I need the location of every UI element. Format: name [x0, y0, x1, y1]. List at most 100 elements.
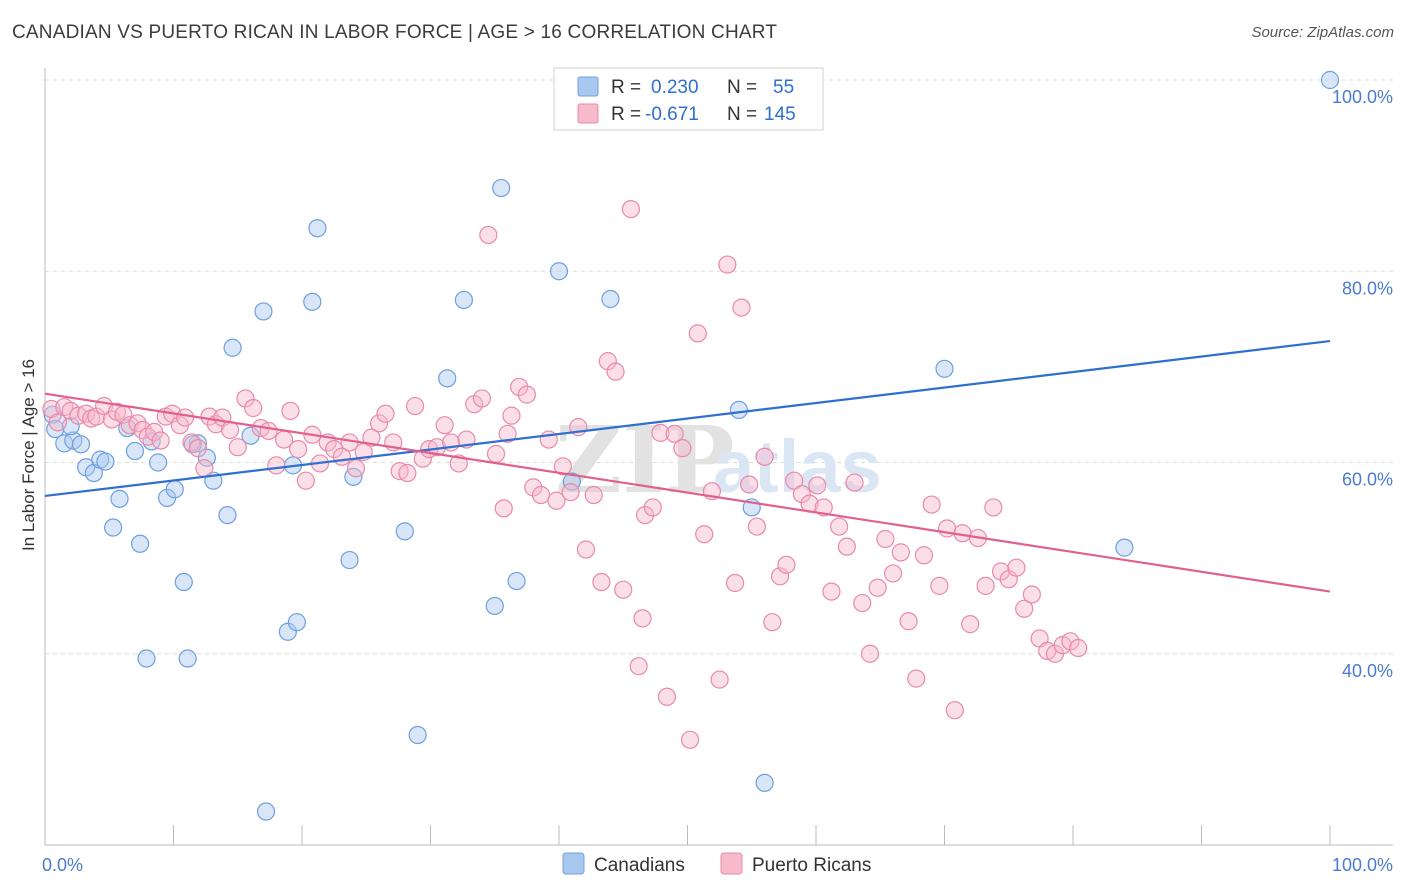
series-label-puerto-ricans: Puerto Ricans	[752, 855, 871, 876]
puerto-ricans-point	[325, 440, 344, 459]
canadians-point	[125, 441, 145, 461]
puerto-ricans-point	[680, 730, 700, 749]
y-tick-label: 100.0%	[1332, 87, 1393, 107]
puerto-ricans-point	[494, 499, 513, 518]
puerto-ricans-point	[725, 573, 745, 593]
puerto-ricans-point	[876, 529, 895, 549]
canadians-point	[303, 292, 322, 311]
legend-n-label: N =	[727, 77, 757, 98]
puerto-ricans-point	[267, 456, 286, 475]
puerto-ricans-point	[151, 431, 170, 450]
canadians-point	[174, 572, 193, 592]
grid-lines	[45, 79, 1393, 655]
puerto-ricans-point	[991, 562, 1011, 581]
canadians-point	[96, 452, 115, 471]
y-tick-label: 60.0%	[1342, 470, 1393, 490]
canadians-point	[241, 426, 260, 445]
canadians-point	[729, 400, 749, 420]
puerto-ricans-point	[785, 471, 804, 490]
puerto-ricans-point	[48, 413, 67, 432]
x-tick-label: 100.0%	[1332, 855, 1393, 875]
series-label-canadians: Canadians	[594, 855, 685, 876]
puerto-ricans-point	[606, 362, 625, 381]
puerto-ricans-point	[449, 454, 468, 473]
puerto-ricans-point	[976, 576, 995, 595]
puerto-ricans-point	[777, 555, 796, 574]
canadians-point	[254, 302, 273, 321]
canadians-point	[118, 418, 137, 438]
watermark-atlas: atlas	[713, 425, 882, 508]
puerto-ricans-point	[830, 517, 849, 536]
puerto-ricans-point	[822, 582, 841, 601]
puerto-ricans-point	[398, 463, 417, 483]
canadians-point	[148, 453, 168, 472]
canadians-point	[340, 550, 359, 570]
puerto-ricans-point	[228, 438, 247, 457]
puerto-ricans-point	[195, 459, 214, 478]
puerto-ricans-point	[665, 424, 684, 443]
puerto-ricans-point	[922, 495, 941, 514]
series-legend: Canadians Puerto Ricans	[562, 852, 871, 876]
puerto-ricans-point	[584, 485, 603, 505]
puerto-ricans-point	[770, 567, 790, 586]
puerto-ricans-point	[657, 687, 677, 706]
canadians-point	[178, 649, 197, 668]
puerto-ricans-point	[1007, 558, 1026, 577]
puerto-ricans-point	[1022, 585, 1041, 604]
puerto-ricans-point	[808, 476, 827, 495]
legend-n-value-puerto-ricans: 145	[764, 104, 796, 125]
puerto-ricans-point	[486, 444, 506, 463]
puerto-ricans-point	[635, 505, 655, 525]
puerto-ricans-point	[547, 491, 566, 510]
canadians-point	[454, 290, 474, 310]
puerto-ricans-point	[651, 423, 670, 442]
puerto-ricans-point	[718, 255, 737, 274]
canadians-point	[223, 338, 242, 357]
puerto-ricans-point	[524, 478, 543, 497]
puerto-ricans-point	[498, 424, 517, 443]
puerto-ricans-point	[592, 572, 611, 592]
puerto-ricans-point	[961, 615, 980, 634]
canadians-point	[507, 571, 526, 591]
canadians-point	[438, 369, 457, 388]
canadians-point	[308, 219, 327, 238]
legend-swatch-puerto-ricans	[577, 103, 599, 124]
puerto-ricans-point	[710, 670, 729, 689]
canadians-point	[104, 518, 123, 537]
canadians-point	[137, 649, 156, 668]
puerto-ricans-point	[688, 324, 707, 343]
puerto-ricans-point	[945, 701, 964, 720]
puerto-ricans-point	[281, 401, 300, 420]
puerto-ricans-point	[740, 475, 759, 494]
puerto-ricans-point	[792, 484, 811, 504]
puerto-ricans-point	[883, 564, 903, 583]
correlation-legend: R = 0.230 N = 55 R = -0.671 N = 145	[553, 67, 824, 131]
legend-r-label: R =	[611, 77, 641, 98]
puerto-ricans-point	[814, 498, 833, 517]
legend-r-label: R =	[611, 104, 641, 125]
puerto-ricans-point	[472, 389, 491, 408]
legend-r-value-canadians: 0.230	[651, 77, 699, 98]
canadians-point	[287, 613, 306, 632]
puerto-ricans-point	[860, 644, 880, 663]
canadians-point	[130, 534, 150, 553]
canadians-point	[492, 178, 511, 198]
canadians-point	[549, 262, 569, 281]
series-swatch-puerto-ricans	[720, 852, 743, 875]
canadians-point	[110, 489, 129, 508]
puerto-ricans-point	[479, 225, 498, 245]
canadians-point	[485, 596, 504, 616]
puerto-ricans-point	[673, 439, 692, 458]
puerto-ricans-point	[633, 609, 652, 628]
puerto-ricans-point	[236, 389, 255, 408]
puerto-ricans-point	[614, 580, 633, 599]
puerto-ricans-point	[188, 439, 208, 458]
puerto-ricans-point	[629, 657, 648, 676]
puerto-ricans-point	[845, 473, 864, 492]
puerto-ricans-point	[891, 543, 910, 562]
puerto-ricans-point	[853, 593, 872, 613]
puerto-ricans-point	[695, 525, 714, 544]
puerto-ricans-point	[747, 517, 766, 536]
puerto-ricans-point	[621, 199, 641, 219]
